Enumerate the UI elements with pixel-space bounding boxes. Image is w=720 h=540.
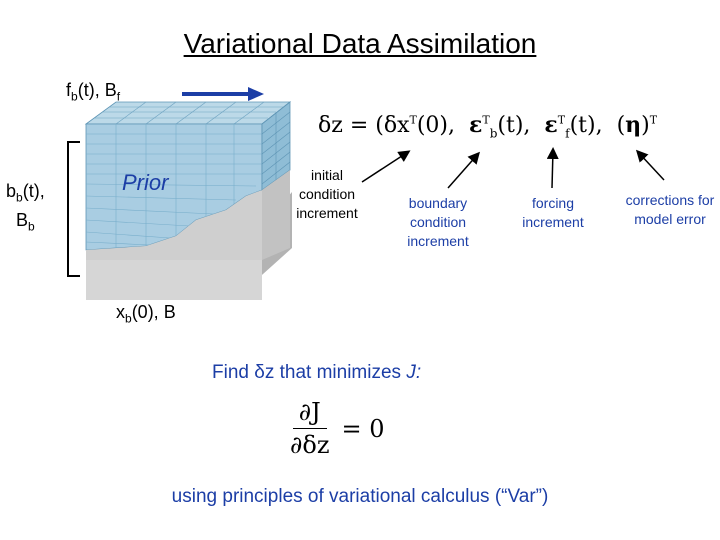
model-error-label: corrections for model error — [625, 192, 715, 227]
initial-condition-label: initial condition increment — [296, 167, 358, 221]
control-vector-equation: δz = (δxT(0), εTb(t), εTf(t), (η)T — [318, 112, 658, 141]
slide-title: Variational Data Assimilation — [183, 28, 537, 59]
initial-background-label: xb(0), B — [116, 302, 176, 326]
boundary-condition-label: boundary condition increment — [407, 195, 469, 249]
prior-label: Prior — [122, 170, 169, 195]
model-grid-block — [84, 101, 292, 300]
derivative-numerator: ∂J — [292, 398, 327, 429]
boundary-background-label: bb(t), Bb — [6, 181, 45, 234]
find-statement: Find δz that minimizes J: — [212, 362, 422, 383]
variational-calculus-note: using principles of variational calculus… — [171, 486, 549, 507]
left-brace — [67, 141, 80, 277]
forcing-increment-label: forcing increment — [522, 195, 584, 230]
boundary-forcing-label: fb(t), Bf — [66, 80, 121, 104]
boundary-forcing-arrow — [182, 87, 264, 101]
derivative-rhs: = 0 — [341, 414, 385, 443]
derivative-denominator: ∂δz — [290, 431, 330, 459]
minimization-condition: ∂J ∂δz = 0 — [284, 398, 385, 459]
